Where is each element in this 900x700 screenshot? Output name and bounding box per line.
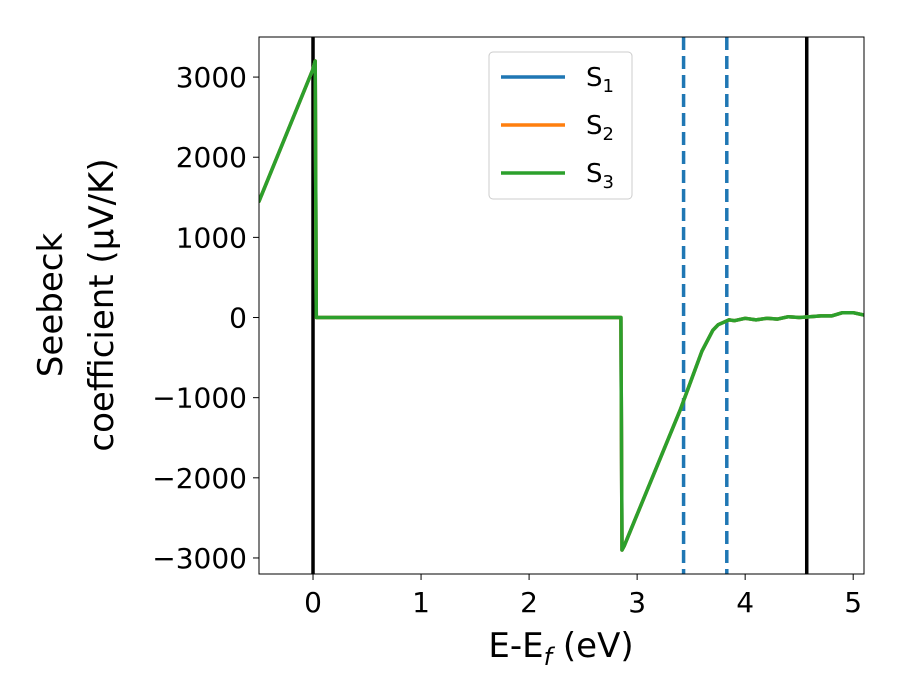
legend-label-sub: 1 <box>603 76 614 97</box>
series-line-s3 <box>259 59 864 552</box>
x-tick-label: 5 <box>844 586 862 619</box>
y-tick-label: 1000 <box>176 221 247 254</box>
y-tick-label: 3000 <box>176 61 247 94</box>
legend-label-main: S <box>586 111 603 141</box>
plot-frame <box>258 36 865 575</box>
y-tick-label: −3000 <box>152 542 247 575</box>
y-axis-label-line1: Seebeck <box>31 233 71 378</box>
y-tick-label: −1000 <box>152 382 247 415</box>
x-tick-label: 2 <box>520 586 538 619</box>
vertical-reference-lines <box>311 37 809 574</box>
legend-label-main: S <box>586 159 603 189</box>
series-group <box>259 59 864 552</box>
legend-label-s1: S1 <box>586 63 614 97</box>
legend-label-main: S <box>586 63 603 93</box>
y-axis-label-line2: coefficient (μV/K) <box>82 158 122 451</box>
legend-label-sub: 2 <box>603 124 614 145</box>
y-axis-label: Seebeck coefficient (μV/K) <box>31 158 122 451</box>
legend-label-sub: 3 <box>603 172 614 193</box>
y-tick-label: −2000 <box>152 462 247 495</box>
x-axis-label-main: E-E <box>488 626 543 666</box>
x-tick-label: 4 <box>736 586 754 619</box>
legend-label-s2: S2 <box>586 111 614 145</box>
x-axis-ticks: 0 1 2 3 4 5 <box>304 574 862 619</box>
legend-label-s3: S3 <box>586 159 614 193</box>
x-tick-label: 0 <box>304 586 322 619</box>
y-tick-label: 2000 <box>176 141 247 174</box>
x-tick-label: 1 <box>412 586 430 619</box>
y-tick-label: 0 <box>229 302 247 335</box>
x-axis-label-unit: (eV) <box>552 626 634 666</box>
y-axis-ticks: 3000 2000 1000 0 −1000 −2000 −3000 <box>152 61 259 575</box>
x-tick-label: 3 <box>628 586 646 619</box>
x-axis-label: E-Ef (eV) <box>488 626 633 671</box>
